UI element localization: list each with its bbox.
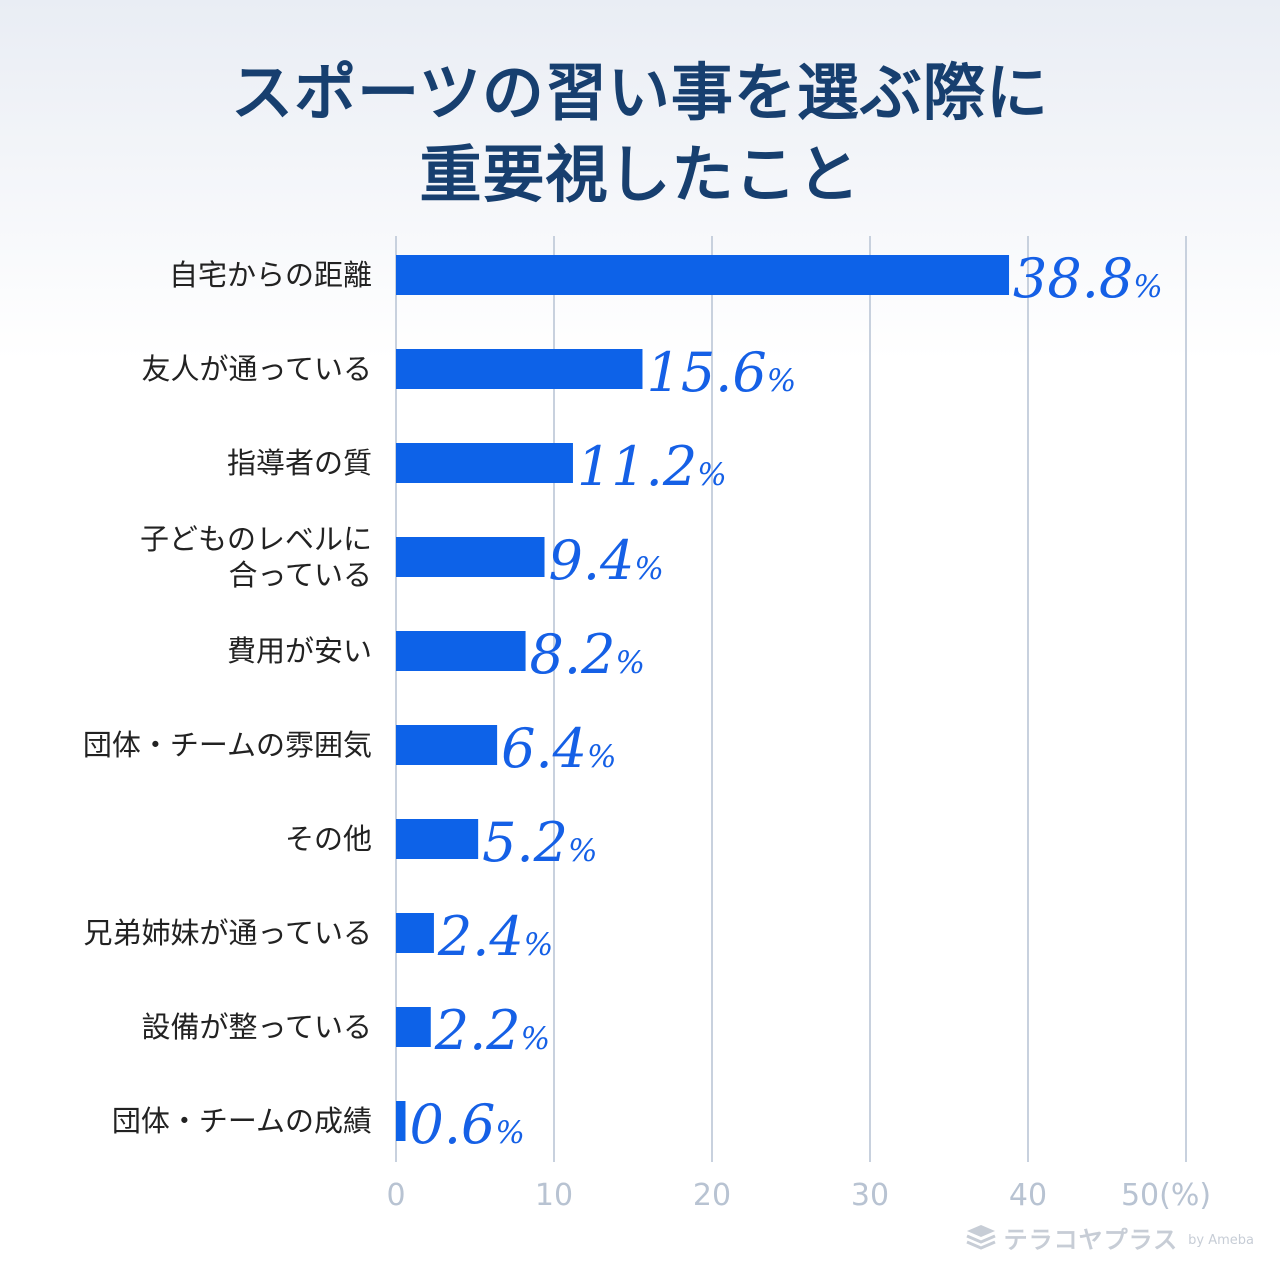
bar	[396, 443, 573, 483]
category-label: 団体・チームの雰囲気	[83, 728, 372, 762]
bar	[396, 537, 545, 577]
value-number: 11.2	[577, 435, 697, 498]
bar	[396, 349, 642, 389]
value-label: 2.2%	[434, 999, 550, 1062]
value-unit: %	[521, 1021, 550, 1057]
value-number: 6.4	[501, 717, 587, 780]
value-number: 15.6	[646, 341, 766, 404]
value-label: 8.2%	[530, 623, 645, 686]
bar	[396, 1101, 405, 1141]
value-label: 2.4%	[437, 905, 553, 968]
brand-logo-text: テラコヤプラス	[1004, 1220, 1179, 1255]
value-label: 6.4%	[501, 717, 616, 780]
value-label: 9.4%	[549, 529, 664, 592]
value-unit: %	[524, 927, 553, 963]
value-number: 38.8	[1013, 247, 1133, 310]
category-label: 友人が通っている	[141, 352, 372, 386]
x-tick-label: 20	[693, 1178, 731, 1213]
bar	[396, 819, 478, 859]
value-label: 11.2%	[577, 435, 727, 498]
stack-logo-icon	[966, 1224, 996, 1250]
value-number: 2.4	[437, 905, 524, 968]
category-label: 指導者の質	[227, 446, 372, 480]
value-label: 38.8%	[1013, 247, 1163, 310]
brand-logo-suffix: by Ameba	[1188, 1233, 1254, 1248]
value-number: 8.2	[530, 623, 616, 686]
bar	[396, 913, 434, 953]
value-unit: %	[495, 1115, 524, 1151]
category-label: その他	[285, 822, 372, 856]
x-axis-ticks: 0 10 20 30 40 50(%)	[386, 1178, 1211, 1213]
category-label: 自宅からの距離	[169, 258, 372, 292]
x-tick-label: 30	[851, 1178, 889, 1213]
bar	[396, 255, 1009, 295]
value-unit: %	[615, 645, 644, 681]
value-unit: %	[697, 457, 726, 493]
x-tick-label: 50(%)	[1121, 1178, 1211, 1213]
value-unit: %	[1133, 269, 1162, 305]
value-label: 0.6%	[409, 1093, 524, 1156]
value-label: 15.6%	[646, 341, 796, 404]
x-tick-label: 0	[386, 1178, 405, 1213]
x-tick-label: 10	[535, 1178, 573, 1213]
category-label: 合っている	[228, 558, 372, 592]
value-unit: %	[568, 833, 597, 869]
category-label: 費用が安い	[227, 634, 372, 668]
bar	[396, 725, 497, 765]
brand-logo: テラコヤプラス by Ameba	[966, 1220, 1254, 1254]
value-unit: %	[634, 551, 663, 587]
value-label: 5.2%	[482, 811, 597, 874]
value-number: 9.4	[549, 529, 635, 592]
value-number: 2.2	[434, 999, 521, 1062]
category-labels: 自宅からの距離友人が通っている指導者の質子どものレベルに合っている費用が安い団体…	[83, 258, 372, 1138]
bar	[396, 631, 526, 671]
value-unit: %	[587, 739, 616, 775]
bar	[396, 1007, 431, 1047]
value-number: 0.6	[409, 1093, 495, 1156]
category-label: 設備が整っている	[141, 1010, 372, 1044]
x-tick-label: 40	[1009, 1178, 1047, 1213]
category-label: 団体・チームの成績	[112, 1104, 372, 1138]
category-label: 兄弟姉妹が通っている	[83, 916, 372, 950]
category-label: 子どものレベルに	[140, 522, 372, 556]
value-unit: %	[767, 363, 796, 399]
value-number: 5.2	[482, 811, 568, 874]
